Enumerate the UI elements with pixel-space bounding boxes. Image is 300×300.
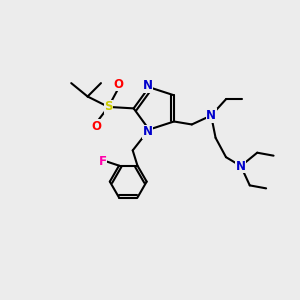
- Text: N: N: [206, 109, 216, 122]
- Text: N: N: [142, 125, 153, 139]
- Text: N: N: [236, 160, 246, 172]
- Text: F: F: [99, 155, 107, 168]
- Text: N: N: [142, 79, 153, 92]
- Text: S: S: [104, 100, 112, 113]
- Text: O: O: [92, 120, 101, 133]
- Text: O: O: [114, 77, 124, 91]
